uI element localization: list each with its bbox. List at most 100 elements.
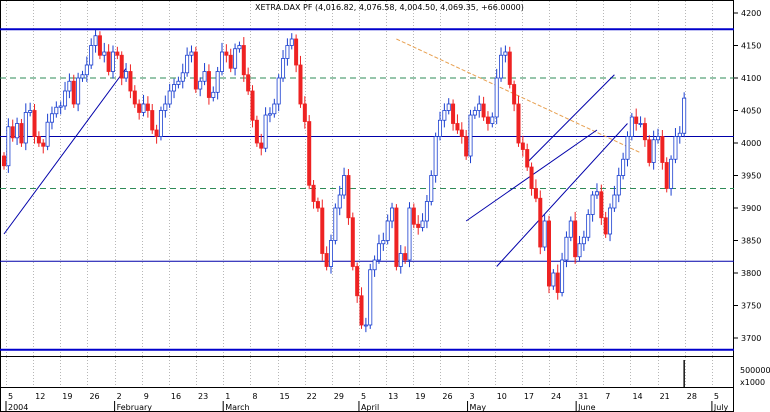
candle-body xyxy=(10,126,15,139)
candle-body xyxy=(193,51,198,90)
chart-title: XETRA.DAX PF (4,016.82, 4,076.58, 4,004.… xyxy=(255,3,524,12)
price-axis: 4200 4150 4100 4050 4000 3950 3900 3850 3800 3750… xyxy=(734,9,761,343)
candle-body xyxy=(621,158,626,176)
candle-body xyxy=(254,119,259,144)
candle-body xyxy=(581,236,586,245)
candle-body xyxy=(246,74,251,92)
candle-body xyxy=(490,116,495,124)
candle-body xyxy=(158,110,163,137)
y-tick-label: 4100 xyxy=(741,74,761,83)
candle-body xyxy=(315,201,320,209)
x-day-label: 9 xyxy=(144,392,149,401)
candle-body xyxy=(58,105,63,108)
x-day-label: 31 xyxy=(578,392,588,401)
x-month-label: July xyxy=(713,403,729,412)
horizontal-lines xyxy=(0,28,734,351)
candle-body xyxy=(41,142,46,147)
x-day-label: 28 xyxy=(687,392,697,401)
candle-body xyxy=(612,194,617,209)
candle-body xyxy=(167,90,172,105)
candle-body xyxy=(669,158,674,189)
candle-body xyxy=(629,116,634,137)
candle-body xyxy=(464,136,469,157)
x-day-label: 26 xyxy=(442,392,452,401)
y-tick-label: 3900 xyxy=(741,204,761,213)
candle-body xyxy=(324,253,329,267)
candle-body xyxy=(376,243,381,261)
candle-body xyxy=(481,103,486,118)
candle-body xyxy=(250,90,255,121)
x-day-label: 1 xyxy=(225,392,230,401)
candle-body xyxy=(542,220,547,248)
x-month-label: February xyxy=(117,403,153,412)
candle-body xyxy=(538,197,543,248)
candle-body xyxy=(150,110,155,131)
x-day-label: 14 xyxy=(632,392,642,401)
candle-body xyxy=(424,201,429,222)
candle-body xyxy=(555,272,560,293)
candle-body xyxy=(359,295,364,326)
candle-body xyxy=(281,58,286,79)
y-tick-label: 3800 xyxy=(741,269,761,278)
x-month-label: April xyxy=(361,403,379,412)
candle-body xyxy=(564,236,569,261)
candle-body xyxy=(420,220,425,228)
candle-body xyxy=(49,113,54,123)
candle-body xyxy=(608,207,613,235)
candle-body xyxy=(394,207,399,267)
candle-body xyxy=(455,123,460,131)
candle-body xyxy=(67,80,72,92)
candle-body xyxy=(289,38,294,46)
candle-body xyxy=(263,114,268,149)
y-tick-label: 3750 xyxy=(741,302,761,311)
y-tick-label: 3700 xyxy=(741,334,761,343)
candle-body xyxy=(664,162,669,189)
candle-body xyxy=(76,77,81,105)
candle-body xyxy=(381,240,386,245)
candle-body xyxy=(638,123,643,125)
candle-body xyxy=(180,72,185,82)
candle-body xyxy=(80,74,85,79)
candle-body xyxy=(529,166,534,189)
x-day-label: 13 xyxy=(388,392,398,401)
volume-pane: 5000000 x1000 xyxy=(683,360,770,387)
candle-body xyxy=(163,103,168,111)
candle-body xyxy=(311,184,316,202)
candle-body xyxy=(363,324,368,327)
candle-body xyxy=(328,240,333,267)
candle-body xyxy=(355,266,360,297)
candle-body xyxy=(84,64,89,76)
x-day-label: 5 xyxy=(361,392,366,401)
candle-body xyxy=(15,123,20,139)
candle-body xyxy=(590,194,595,215)
candle-body xyxy=(433,136,438,176)
x-day-label: 10 xyxy=(497,392,507,401)
candle-body xyxy=(115,51,120,56)
candle-body xyxy=(677,132,682,137)
candle-body xyxy=(298,64,303,105)
y-tick-label: 4200 xyxy=(741,9,761,18)
candle-body xyxy=(346,175,351,219)
candle-body xyxy=(507,51,512,85)
x-day-label: 22 xyxy=(307,392,317,401)
candle-body xyxy=(372,259,377,271)
x-day-label: 29 xyxy=(334,392,344,401)
x-day-label: 8 xyxy=(252,392,257,401)
candle-body xyxy=(154,129,159,137)
candle-body xyxy=(437,119,442,137)
volume-frame xyxy=(0,356,734,388)
x-day-label: 23 xyxy=(198,392,208,401)
x-day-label: 3 xyxy=(470,392,475,401)
candle-body xyxy=(237,45,242,50)
candle-body xyxy=(172,84,177,92)
candle-body xyxy=(651,139,656,163)
candle-body xyxy=(342,175,347,196)
x-day-label: 7 xyxy=(605,392,610,401)
x-month-label: June xyxy=(577,403,596,412)
candle-body xyxy=(547,220,552,287)
candle-body xyxy=(625,136,630,160)
candle-body xyxy=(302,103,307,122)
x-day-label: 19 xyxy=(415,392,425,401)
candle-body xyxy=(19,123,24,144)
candle-body xyxy=(272,103,277,115)
